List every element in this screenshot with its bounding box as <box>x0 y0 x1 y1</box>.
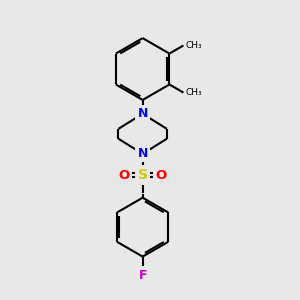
Text: S: S <box>138 168 148 182</box>
Text: N: N <box>137 147 148 160</box>
Text: F: F <box>138 269 147 282</box>
Text: O: O <box>155 169 167 182</box>
Text: CH₃: CH₃ <box>185 41 202 50</box>
Text: CH₃: CH₃ <box>185 88 202 97</box>
Text: N: N <box>137 107 148 120</box>
Text: O: O <box>119 169 130 182</box>
